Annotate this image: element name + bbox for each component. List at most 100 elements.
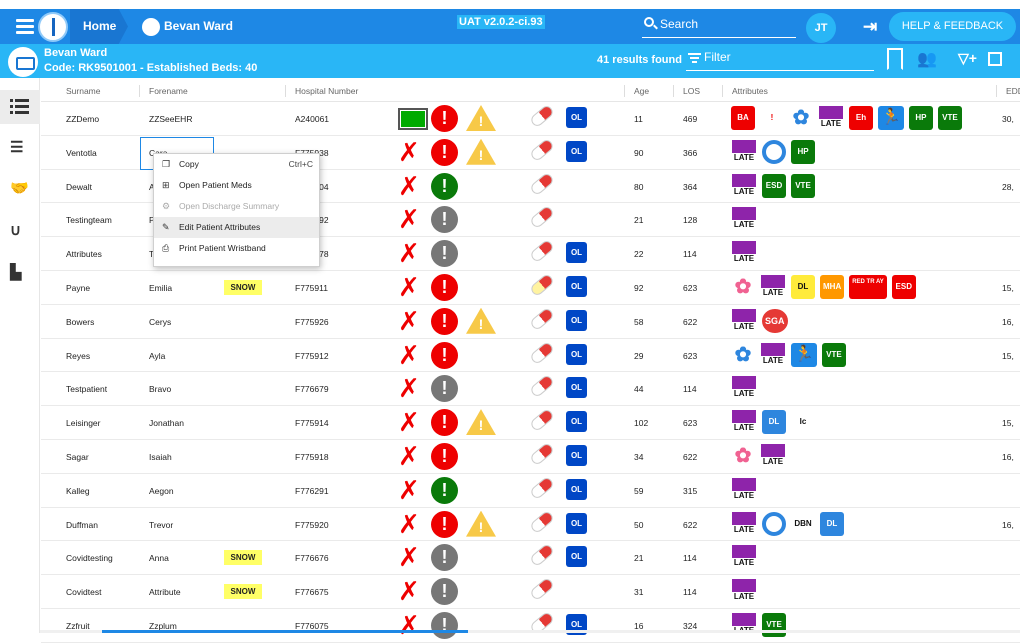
ol-button[interactable]: OL [566, 478, 587, 500]
alert-icon[interactable]: ! [431, 273, 458, 301]
cross-icon[interactable]: ✗ [398, 340, 420, 371]
cell-surname[interactable]: Covidtest [66, 587, 102, 598]
ol-button[interactable]: OL [566, 343, 587, 365]
cell-surname[interactable]: Payne [66, 282, 91, 293]
table-row[interactable]: Ventotla Cara F775938 ✗!! OL 90 366 LATE HP [41, 136, 1020, 170]
cross-icon[interactable]: ✗ [398, 374, 420, 405]
warning-icon[interactable]: ! [466, 409, 496, 436]
breadcrumb-ward[interactable]: Bevan Ward [130, 9, 260, 44]
cell-hospital-number[interactable]: F776676 [295, 553, 329, 564]
cross-icon[interactable]: ✗ [398, 239, 420, 270]
alert-icon[interactable]: ! [431, 206, 458, 234]
late-badge[interactable]: LATE [731, 579, 757, 604]
alert-icon[interactable]: ! [431, 442, 458, 470]
app-logo[interactable] [38, 12, 68, 42]
cross-icon[interactable]: ✗ [398, 577, 420, 608]
late-badge[interactable]: LATE [731, 207, 757, 232]
cell-hospital-number[interactable]: F775918 [295, 451, 329, 462]
cell-surname[interactable]: Ventotla [66, 147, 97, 158]
cell-hospital-number[interactable]: F776075 [295, 620, 329, 631]
cell-hospital-number[interactable]: A240061 [295, 114, 330, 124]
forget-me-not-icon[interactable]: ✿ [789, 106, 813, 130]
medication-pill-icon[interactable] [528, 509, 556, 534]
medication-pill-icon[interactable] [528, 475, 556, 501]
cell-hospital-number[interactable]: F775920 [295, 519, 329, 530]
medication-pill-icon[interactable] [528, 205, 556, 230]
warning-icon[interactable]: ! [466, 138, 496, 165]
cell-forename[interactable]: Cerys [149, 316, 172, 327]
pink-flower-icon[interactable]: ✿ [731, 443, 755, 468]
attribute-badge[interactable]: Ic [791, 410, 815, 435]
alert-icon[interactable]: ! [431, 544, 458, 572]
menu-edit-attributes[interactable]: ✎ Edit Patient Attributes [154, 217, 319, 238]
col-surname[interactable]: Surname [66, 86, 101, 96]
attribute-badge[interactable]: MHA [820, 274, 845, 299]
filter-input[interactable]: Filter [686, 49, 874, 71]
table-row[interactable]: ZZDemo ZZSeeEHR A240061!! OL 11 469 BA! ✿ LATEEh… [41, 102, 1020, 136]
attribute-badge[interactable]: ! [760, 106, 784, 130]
add-group-icon[interactable]: 👥 [917, 51, 937, 68]
late-badge[interactable]: LATE [731, 173, 757, 198]
ol-button[interactable]: OL [566, 546, 587, 568]
cell-surname[interactable]: Bowers [66, 316, 95, 327]
cell-surname[interactable]: Duffman [66, 519, 98, 530]
export-icon[interactable] [988, 52, 1002, 66]
late-badge[interactable]: LATE [731, 139, 757, 164]
cross-icon[interactable]: ✗ [398, 509, 420, 540]
cross-icon[interactable]: ✗ [398, 205, 420, 236]
late-badge[interactable]: LATE [760, 342, 786, 367]
table-row[interactable]: Duffman Trevor F775920 ✗!! OL 50 622 LATE DBN DL 1… [41, 508, 1020, 542]
col-age[interactable]: Age [634, 86, 650, 96]
cell-hospital-number[interactable]: F775911 [295, 282, 328, 293]
cross-icon[interactable]: ✗ [398, 441, 420, 472]
medication-pill-icon[interactable] [528, 374, 556, 399]
cell-forename[interactable]: Emilia [149, 282, 173, 293]
cell-surname[interactable]: Reyes [66, 350, 91, 361]
menu-copy[interactable]: ❐ Copy Ctrl+C [154, 154, 319, 175]
cell-hospital-number[interactable]: F775938 [295, 148, 329, 158]
attribute-badge[interactable]: DBN [791, 511, 815, 536]
warning-icon[interactable]: ! [466, 510, 496, 537]
table-row[interactable]: Testpatient Bravo F776679 ✗! OL 44 114 LATE [41, 372, 1020, 407]
ol-button[interactable]: OL [566, 242, 587, 264]
cross-icon[interactable]: ✗ [398, 272, 420, 303]
pink-flower-icon[interactable]: ✿ [731, 274, 755, 299]
ol-button[interactable]: OL [566, 444, 587, 466]
falls-risk-icon[interactable]: 🏃 [878, 106, 904, 130]
warning-icon[interactable]: ! [466, 307, 496, 334]
medication-pill-icon[interactable] [528, 441, 556, 467]
cross-icon[interactable]: ✗ [398, 475, 420, 506]
ring-icon[interactable] [762, 511, 786, 536]
cell-surname[interactable]: ZZDemo [66, 114, 100, 124]
attribute-badge[interactable]: ESD [762, 173, 786, 198]
medication-pill-icon[interactable] [528, 171, 556, 196]
attribute-badge[interactable]: VTE [791, 173, 815, 198]
attribute-badge[interactable]: DL [762, 410, 786, 435]
cell-surname[interactable]: Testingteam [66, 215, 112, 226]
alert-icon[interactable]: ! [431, 138, 458, 166]
forget-me-not-icon[interactable]: ✿ [731, 342, 755, 367]
late-badge[interactable]: LATE [731, 410, 757, 435]
cross-icon[interactable]: ✗ [398, 408, 420, 439]
attribute-badge[interactable]: VTE [762, 612, 786, 637]
cell-surname[interactable]: Sagar [66, 451, 89, 462]
horizontal-scrollbar[interactable] [40, 630, 1020, 633]
staff-nav[interactable]: ▙ [0, 256, 40, 290]
alert-icon[interactable]: ! [431, 409, 458, 437]
medication-pill-icon[interactable] [528, 543, 556, 568]
bookmark-icon[interactable] [887, 48, 903, 70]
table-row[interactable]: Kalleg Aegon F776291 ✗! OL 59 315 LATE [41, 474, 1020, 508]
checklist-nav[interactable]: ☰ [0, 131, 40, 165]
attribute-badge[interactable]: DL [791, 274, 815, 299]
table-row[interactable]: Payne Emilia SNOW F775911 ✗! OL 92 623 ✿ LATE DL MH… [41, 271, 1020, 305]
late-badge[interactable]: LATE [760, 274, 786, 299]
ring-icon[interactable] [762, 139, 786, 164]
cell-hospital-number[interactable]: F776679 [295, 384, 329, 395]
cross-icon[interactable]: ✗ [398, 171, 420, 202]
table-row[interactable]: Covidtest Attribute SNOW F776675 ✗! 31 114 LATE [41, 575, 1020, 609]
cell-forename[interactable]: Bravo [149, 384, 172, 395]
cell-surname[interactable]: Leisinger [66, 418, 101, 429]
ol-button[interactable]: OL [566, 107, 587, 128]
alert-icon[interactable]: ! [431, 307, 458, 335]
col-los[interactable]: LOS [683, 86, 701, 96]
